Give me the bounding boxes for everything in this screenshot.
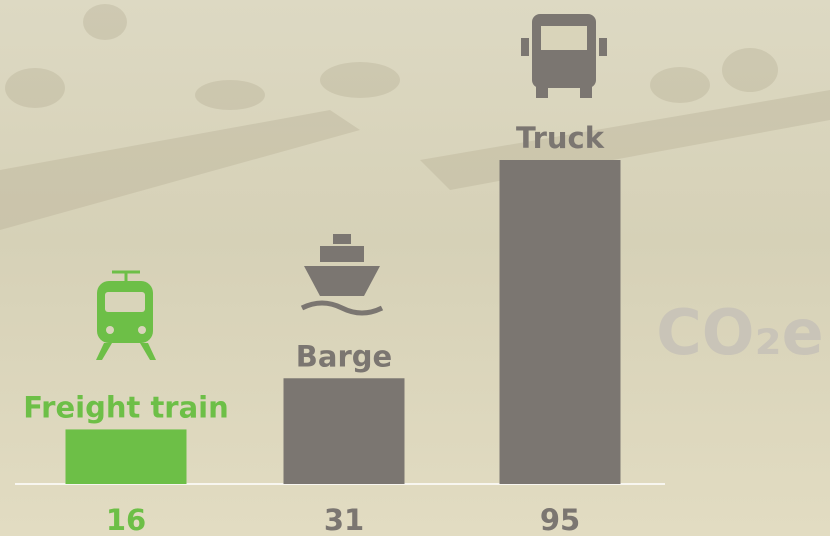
bar — [66, 429, 187, 484]
value-label: 95 — [540, 503, 580, 536]
category-label: Truck — [516, 121, 605, 155]
value-label: 16 — [106, 503, 146, 536]
category-label: Freight train — [23, 390, 229, 424]
chart: CO₂e Freight train 16 Barge 31 Truck 95 — [0, 0, 830, 536]
category-label: Barge — [296, 339, 392, 373]
annotation: CO₂e — [656, 296, 823, 369]
bar — [284, 378, 405, 484]
value-label: 31 — [324, 503, 364, 536]
bar — [500, 160, 621, 484]
